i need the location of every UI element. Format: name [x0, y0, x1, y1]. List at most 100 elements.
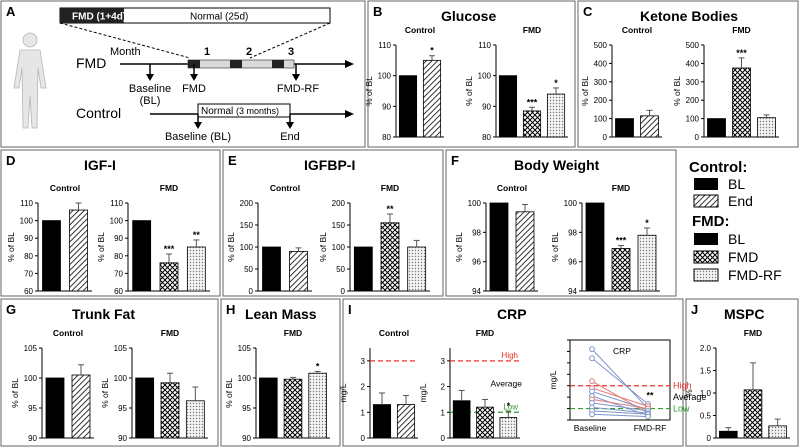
- g-fmd-label: FMD: [161, 328, 179, 338]
- panel-e-frame: [222, 149, 444, 297]
- f-y-tick-label: 94: [568, 287, 577, 296]
- h-y-tick-label: 105: [238, 344, 252, 353]
- b-y-tick-label: 80: [482, 133, 491, 142]
- j-y-tick-label: 0.5: [700, 412, 712, 421]
- panel-d-frame: [0, 149, 221, 297]
- f-bar-fmd-rf: [637, 234, 657, 292]
- g-bar-bl: [135, 377, 155, 439]
- g-y-tick-label: 95: [28, 404, 37, 413]
- i-y-axis-label: mg/L: [418, 383, 428, 402]
- control-row-label: Control: [76, 105, 121, 121]
- c-bar-end: [640, 115, 659, 138]
- c-bar-fmd-rf: [757, 117, 776, 138]
- panel-d-letter: D: [6, 153, 15, 168]
- d-y-tick-label: 80: [114, 252, 123, 261]
- i-subject-line-9: [591, 406, 649, 414]
- i-subject-line-2: [591, 357, 649, 405]
- panel-b-frame: [367, 0, 576, 148]
- e-y-tick-label: 150: [240, 221, 254, 230]
- f-control-plot: Control % of BL 94 96 98 100: [454, 183, 538, 296]
- i-y-tick-label: 3: [441, 357, 446, 366]
- g-y-tick-label: 100: [114, 374, 128, 383]
- j-fmd-label: FMD: [744, 328, 762, 338]
- legend-swatch-fmd-bl: [694, 233, 718, 245]
- d-y-tick-label: 100: [110, 217, 124, 226]
- f-control-label: Control: [497, 183, 527, 193]
- d-bar-fmd: [159, 262, 179, 292]
- legend-swatch-control-bl: [694, 178, 718, 190]
- i-y-tick-label: 0: [441, 434, 446, 443]
- e-y-tick-label: 0: [341, 287, 346, 296]
- f-y-tick-label: 98: [472, 228, 481, 237]
- e-y-tick-label: 150: [332, 221, 346, 230]
- c-control-label: Control: [622, 25, 652, 35]
- fmd-point-label: FMD: [182, 83, 206, 95]
- c-y-tick-label: 0: [603, 133, 608, 142]
- i-line-y-label: mg/L: [548, 370, 558, 389]
- d-significance: ***: [164, 244, 175, 254]
- b-bar-fmd: [522, 110, 542, 138]
- c-y-tick-label: 0: [695, 133, 700, 142]
- legend-swatch-control-end: [693, 194, 719, 208]
- c-y-tick-label: 100: [686, 115, 700, 124]
- f-bar-fmd: [611, 248, 631, 292]
- c-y-axis-label: % of BL: [672, 76, 682, 106]
- e-y-tick-label: 200: [332, 199, 346, 208]
- d-y-tick-label: 90: [24, 234, 33, 243]
- f-significance: ***: [616, 236, 627, 246]
- d-y-axis-label: % of BL: [6, 232, 16, 262]
- i-y-tick-label: 2: [361, 383, 366, 392]
- panel-g-title: Trunk Fat: [72, 306, 135, 322]
- c-bar-bl: [615, 118, 634, 138]
- i-x-label-baseline: Baseline: [574, 423, 607, 433]
- panel-h-title: Lean Mass: [245, 306, 317, 322]
- d-y-tick-label: 70: [24, 269, 33, 278]
- i-line-band-label: Average: [673, 392, 706, 402]
- f-fmd-label: FMD: [612, 183, 630, 193]
- e-y-axis-label: % of BL: [318, 232, 328, 262]
- i-subject-line-10: [591, 410, 649, 415]
- c-y-tick-label: 200: [594, 96, 608, 105]
- panel-i-letter: I: [348, 302, 352, 317]
- c-y-tick-label: 500: [686, 41, 700, 50]
- d-control-label: Control: [50, 183, 80, 193]
- c-fmd-plot: FMD % of BL 0 100 200 300 400 500 ***: [672, 25, 779, 142]
- panel-j-title: MSPC: [724, 306, 764, 322]
- c-y-tick-label: 300: [594, 78, 608, 87]
- panel-c-frame: [577, 0, 799, 148]
- control-normal-label: Normal (3 months): [201, 106, 279, 117]
- i-fmd-plot: FMD mg/L 0 1 2 3 High Low Average *: [418, 328, 522, 443]
- b-bar-bl: [398, 75, 418, 138]
- i-bar-bl: [452, 400, 471, 439]
- panel-a: A FMD (1+4d) Normal (25d) FMD Month 1 2 …: [0, 0, 366, 148]
- i-y-tick-label: 1: [361, 408, 366, 417]
- c-y-tick-label: 400: [686, 59, 700, 68]
- fmdrf-arrowhead: [292, 74, 300, 81]
- control-end-arrowhead: [286, 122, 294, 129]
- f-y-axis-label: % of BL: [454, 232, 464, 262]
- i-band-label: Average: [490, 379, 522, 389]
- i-subject-point-baseline-3: [589, 378, 595, 385]
- h-bar-bl: [259, 377, 278, 439]
- i-x-label-fmdrf: FMD-RF: [634, 423, 667, 433]
- i-ref-label: High: [502, 351, 518, 360]
- e-y-tick-label: 50: [244, 265, 253, 274]
- i-ref-label: Low: [503, 402, 518, 411]
- c-significance: ***: [736, 48, 747, 58]
- g-bar-bl: [45, 377, 65, 439]
- d-y-tick-label: 60: [24, 287, 33, 296]
- panel-j-frame: [685, 298, 799, 447]
- j-y-tick-label: 1.5: [700, 367, 712, 376]
- fmd-arrowhead: [190, 74, 198, 81]
- i-line-ref-label: High: [673, 381, 692, 391]
- f-y-tick-label: 96: [568, 258, 577, 267]
- h-significance: *: [316, 361, 320, 371]
- f-bar-bl: [489, 202, 509, 292]
- d-bar-bl: [132, 220, 152, 292]
- control-timeline-arrowhead: [345, 110, 354, 118]
- e-fmd-plot: FMD % of BL 0 50 100 150 200 **: [318, 183, 430, 296]
- g-y-tick-label: 105: [24, 344, 38, 353]
